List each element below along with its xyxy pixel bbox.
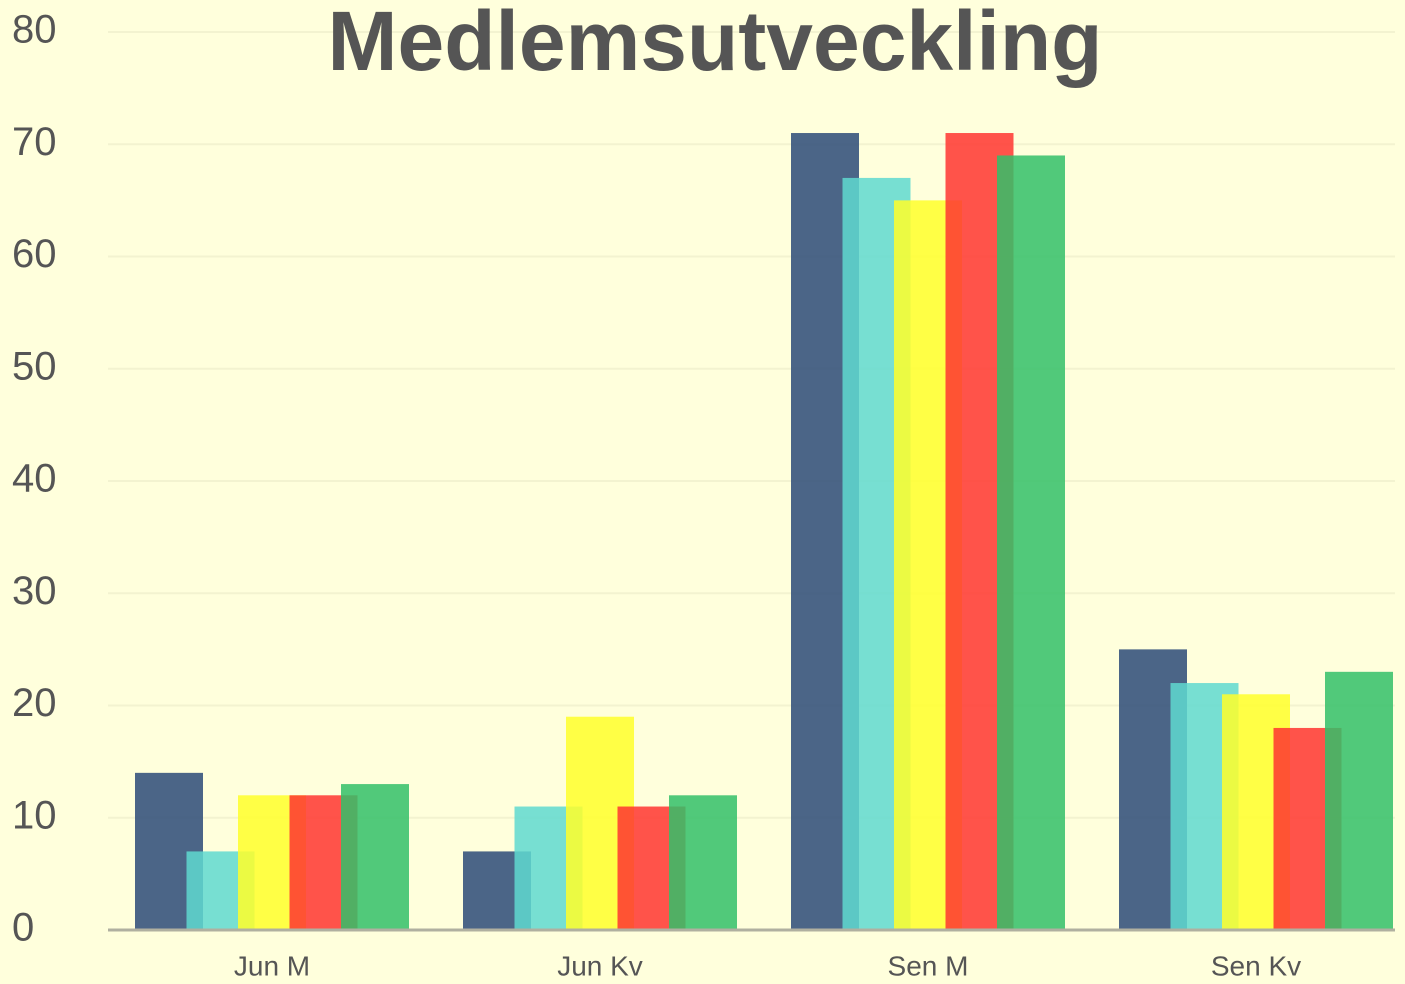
x-tick-label: Sen M: [888, 950, 969, 981]
bar: [1325, 671, 1393, 930]
y-tick-label: 60: [12, 232, 57, 276]
x-tick-label: Jun M: [234, 950, 310, 981]
y-tick-label: 30: [12, 569, 57, 613]
y-tick-label: 70: [12, 120, 57, 164]
y-tick-label: 40: [12, 457, 57, 501]
y-tick-label: 50: [12, 344, 57, 388]
chart-title: Medlemsutveckling: [328, 0, 1103, 88]
bar: [341, 784, 409, 930]
y-tick-label: 10: [12, 793, 57, 837]
x-tick-label: Sen Kv: [1211, 950, 1301, 981]
x-tick-label: Jun Kv: [557, 950, 643, 981]
y-tick-label: 80: [12, 8, 57, 52]
bar: [669, 795, 737, 930]
bar: [997, 155, 1065, 931]
y-tick-label: 20: [12, 681, 57, 725]
y-tick-label: 0: [12, 906, 34, 950]
